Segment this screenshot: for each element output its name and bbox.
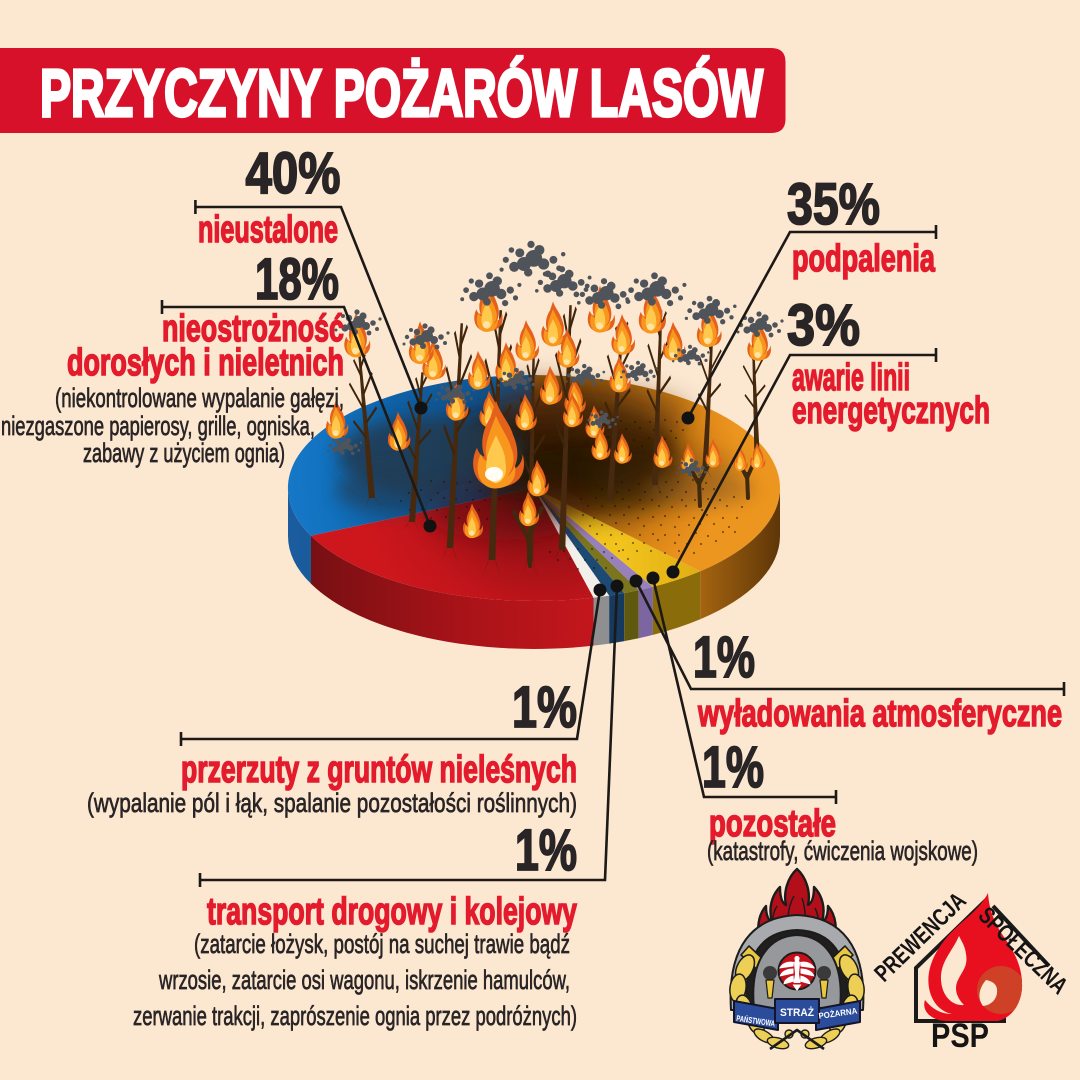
svg-text:1%: 1% (512, 675, 577, 740)
svg-text:(katastrofy, ćwiczenia wojskow: (katastrofy, ćwiczenia wojskowe) (707, 836, 978, 866)
svg-text:3%: 3% (787, 293, 860, 358)
svg-text:przerzuty z gruntów nieleśnych: przerzuty z gruntów nieleśnych (181, 749, 577, 791)
svg-text:1%: 1% (515, 818, 577, 883)
svg-text:podpalenia: podpalenia (792, 238, 936, 280)
svg-text:(wypalanie pól i łąk, spalanie: (wypalanie pól i łąk, spalanie pozostało… (87, 788, 577, 818)
svg-text:zerwanie trakcji, zaprószenie: zerwanie trakcji, zaprószenie ognia prze… (133, 1001, 577, 1031)
svg-text:1%: 1% (702, 735, 764, 800)
svg-text:35%: 35% (787, 172, 880, 237)
svg-text:STRAŻ: STRAŻ (780, 1006, 814, 1019)
svg-text:transport drogowy i kolejowy: transport drogowy i kolejowy (207, 891, 577, 933)
svg-text:awarie linii: awarie linii (792, 357, 910, 399)
svg-text:18%: 18% (255, 247, 339, 312)
svg-text:nieostrożność: nieostrożność (162, 308, 344, 350)
svg-text:1%: 1% (693, 625, 755, 690)
svg-text:energetycznych: energetycznych (792, 390, 990, 432)
svg-text:nieustalone: nieustalone (198, 209, 338, 251)
svg-text:PRZYCZYNY POŻARÓW LASÓW: PRZYCZYNY POŻARÓW LASÓW (40, 56, 764, 131)
svg-text:wrzosie, zatarcie osi wagonu,: wrzosie, zatarcie osi wagonu, iskrzenie … (158, 965, 570, 995)
svg-text:PSP: PSP (931, 1017, 989, 1055)
svg-text:40%: 40% (246, 141, 341, 206)
svg-text:pozostałe: pozostałe (709, 803, 836, 845)
svg-text:wyładowania atmosferyczne: wyładowania atmosferyczne (697, 693, 1062, 735)
svg-text:dorosłych i nieletnich: dorosłych i nieletnich (67, 342, 344, 384)
svg-text:(zatarcie łożysk, postój na su: (zatarcie łożysk, postój na suchej trawi… (194, 929, 570, 959)
svg-text:(niekontrolowane wypalanie gał: (niekontrolowane wypalanie gałęzi, (55, 383, 344, 413)
svg-text:niezgaszone papierosy, grille,: niezgaszone papierosy, grille, ogniska, (1, 411, 315, 441)
svg-text:zabawy z użyciem ognia): zabawy z użyciem ognia) (83, 438, 285, 468)
